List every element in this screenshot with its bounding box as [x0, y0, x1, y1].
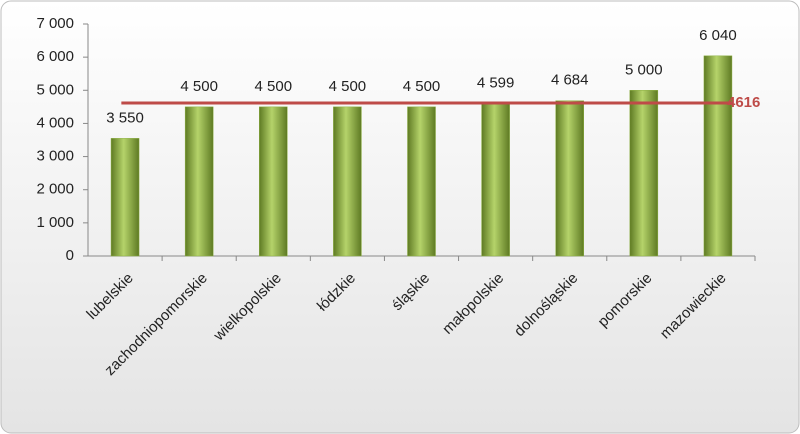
- reference-label: 4616: [727, 94, 760, 111]
- bar: [629, 90, 659, 257]
- value-label: 3 550: [106, 109, 144, 126]
- y-tick-label: 2 000: [36, 181, 74, 198]
- value-label: 4 599: [477, 75, 515, 92]
- y-tick-label: 7 000: [36, 15, 74, 32]
- bar: [333, 106, 362, 257]
- bar: [259, 106, 288, 257]
- value-label: 4 500: [329, 78, 367, 95]
- y-tick-label: 6 000: [36, 48, 74, 65]
- value-label: 5 000: [625, 61, 663, 78]
- y-tick-label: 0: [66, 247, 74, 264]
- bar: [555, 100, 584, 257]
- value-label: 6 040: [699, 27, 737, 44]
- bar: [184, 106, 214, 257]
- bar: [110, 138, 140, 257]
- y-tick-label: 3 000: [36, 148, 74, 165]
- y-tick-label: 4 000: [36, 114, 74, 131]
- value-label: 4 500: [180, 78, 218, 95]
- bar: [407, 106, 436, 257]
- bar: [481, 103, 510, 257]
- value-label: 4 500: [403, 78, 441, 95]
- bar: [703, 55, 733, 257]
- value-label: 4 684: [551, 72, 589, 89]
- y-tick-label: 1 000: [36, 214, 74, 231]
- value-label: 4 500: [255, 78, 293, 95]
- y-tick-label: 5 000: [36, 81, 74, 98]
